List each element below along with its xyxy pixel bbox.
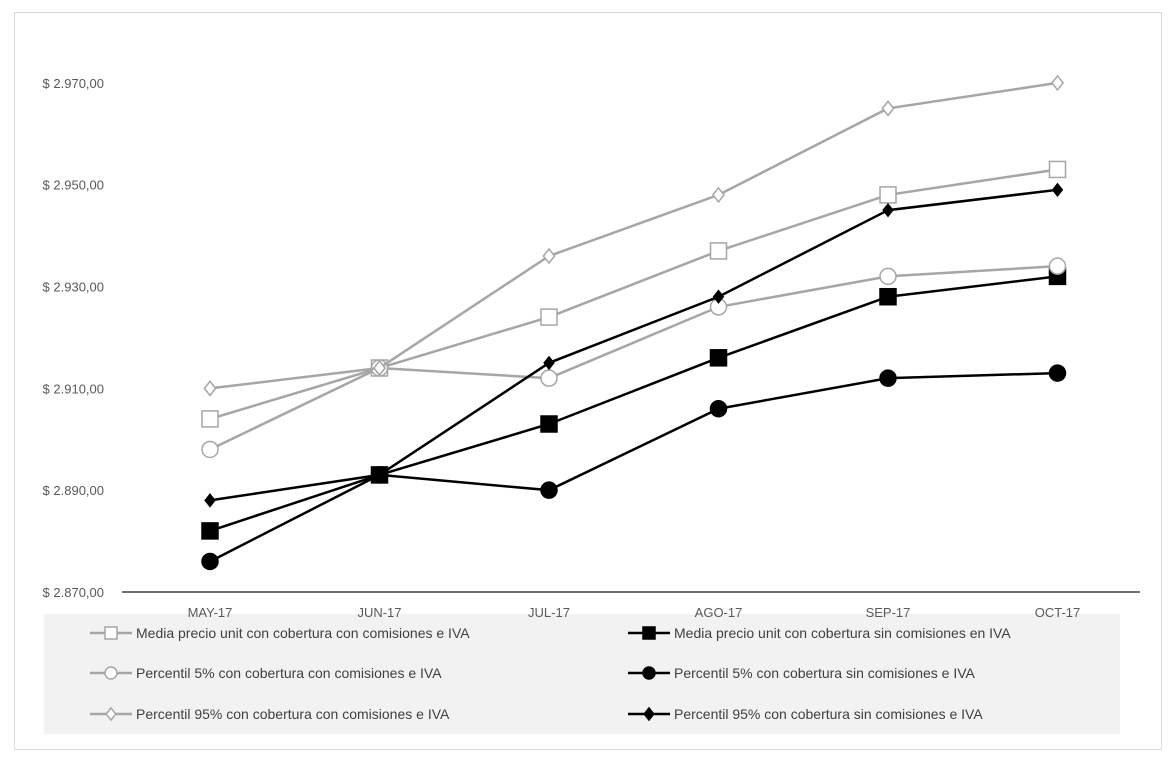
data-point [542,247,556,265]
y-tick-label: $ 2.910,00 [43,381,104,396]
data-point [201,522,219,540]
series-4 [201,364,1067,571]
legend-marker [642,666,656,680]
data-point [540,369,558,387]
data-point [879,267,897,286]
data-point [711,186,726,204]
data-point [1048,257,1067,275]
y-tick-label: $ 2.970,00 [43,76,104,91]
series-5 [203,74,1065,397]
data-point [201,410,219,428]
legend-background [44,614,1120,734]
x-tick-label: JUL-17 [528,605,570,620]
data-point [203,380,217,397]
y-tick-label: $ 2.950,00 [43,178,104,193]
legend-entry: Percentil 95% con cobertura con comision… [90,706,450,722]
legend-entry: Media precio unit con cobertura con comi… [90,625,470,641]
x-tick-label: AGO-17 [695,605,743,620]
legend-marker [105,706,117,722]
legend-entry: Percentil 95% con cobertura sin comision… [628,706,983,722]
series-line [209,168,1058,421]
series-1 [201,160,1067,428]
data-point [201,552,219,571]
data-point [879,369,897,387]
legend-label: Media precio unit con cobertura sin comi… [674,625,1011,641]
data-point [1050,74,1065,92]
series-line [209,264,1058,451]
series-2 [201,267,1067,540]
data-point [709,399,728,418]
data-point [882,202,894,218]
series-3 [201,257,1067,459]
data-point [879,287,897,306]
legend-label: Percentil 5% con cobertura con comisione… [136,665,442,681]
series-6 [204,182,1064,508]
legend-marker [104,666,118,680]
legend-label: Percentil 5% con cobertura sin comisione… [674,665,976,681]
legend-entry: Media precio unit con cobertura sin comi… [628,625,1011,641]
data-point [1048,160,1067,179]
data-point [881,100,895,117]
data-point [373,467,386,483]
series-line [209,371,1058,563]
data-point [543,355,555,371]
data-point [709,242,728,260]
y-tick-label: $ 2.930,00 [43,280,104,295]
legend-label: Media precio unit con cobertura con comi… [136,625,470,641]
data-point [201,440,219,459]
legend-entry: Percentil 5% con cobertura sin comisione… [628,665,976,681]
series-line [209,275,1058,533]
x-tick-label: SEP-17 [866,605,911,620]
data-point [1051,182,1064,198]
data-point [540,481,558,499]
data-point [372,359,387,377]
legend-entry: Percentil 5% con cobertura con comisione… [90,665,442,681]
x-tick-label: MAY-17 [188,605,233,620]
y-tick-label: $ 2.890,00 [43,483,104,498]
data-point [879,186,897,204]
data-point [540,308,558,326]
legend-label: Percentil 95% con cobertura con comision… [136,706,450,722]
legend-marker [642,626,656,640]
data-point [204,493,216,508]
x-tick-label: OCT-17 [1035,605,1081,620]
y-tick-label: $ 2.870,00 [43,585,104,600]
legend-marker [643,706,655,722]
data-point [709,349,728,367]
x-tick-label: JUN-17 [357,605,401,620]
data-point [1048,364,1067,382]
legend-marker [104,626,118,640]
legend-label: Percentil 95% con cobertura sin comision… [674,706,983,722]
series-line [209,81,1058,390]
series-line [209,188,1058,502]
data-point [712,289,725,304]
data-point [540,415,558,433]
